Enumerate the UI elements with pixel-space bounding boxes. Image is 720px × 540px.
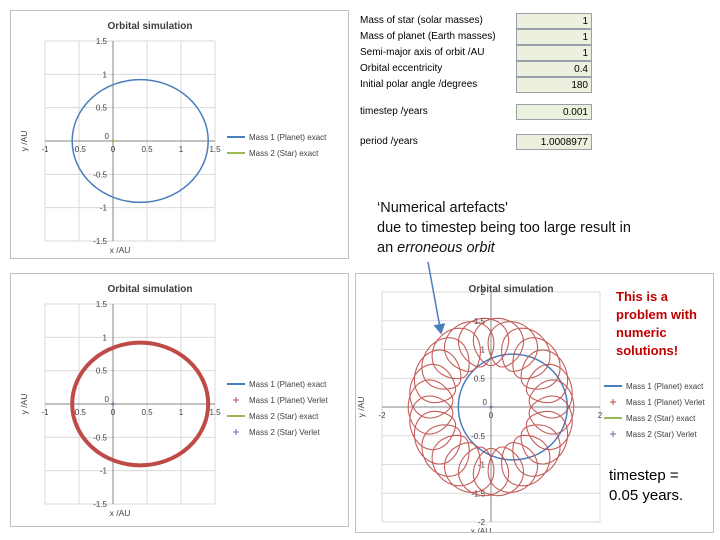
y-tick-label: -0.5 — [471, 432, 485, 441]
x-tick-label: -1 — [41, 145, 49, 154]
period-label: period /years — [360, 136, 418, 147]
y-tick-label: -2 — [478, 518, 486, 527]
annotation-line-3: an erroneous orbit — [377, 238, 687, 258]
x-tick-label: 1.5 — [209, 145, 221, 154]
y-tick-label: -1.5 — [471, 489, 485, 498]
y-tick-label: 0 — [483, 398, 488, 407]
y-tick-label: 1.5 — [96, 37, 108, 46]
y-tick-label: 2 — [481, 288, 486, 297]
x-tick-label: 0.5 — [141, 145, 153, 154]
x-tick-label: -1 — [41, 408, 49, 417]
chart-verlet-small-timestep: -1 -0.5 0 0.5 1 1.5 1.5 1 0.5 0 -0.5 -1 -1.5 Orbital … — [10, 273, 349, 527]
y-axis-label: y /AU — [356, 397, 366, 418]
param-label-semi-major-axis: Semi-major axis of orbit /AU — [360, 47, 485, 58]
timestep-label: timestep /years — [360, 106, 428, 117]
y-tick-label: -1 — [100, 467, 108, 476]
chart-exact-orbit: -1 -0.5 0 0.5 1 1.5 1.5 1 0.5 0 -0.5 -1 -1.5 Orbital … — [10, 10, 349, 259]
y-tick-label: -1 — [478, 461, 486, 470]
y-tick-label: 1.5 — [96, 300, 108, 309]
x-tick-label: 0 — [111, 408, 116, 417]
param-label-polar-angle: Initial polar angle /degrees — [360, 79, 478, 90]
chart-verlet-small-timestep-svg: -1 -0.5 0 0.5 1 1.5 1.5 1 0.5 0 -0.5 -1 -1.5 Orbital … — [19, 284, 328, 518]
timestep-value[interactable]: 0.001 — [516, 104, 592, 120]
param-value-planet-mass[interactable]: 1 — [516, 29, 592, 45]
series-planet-verlet — [70, 340, 211, 468]
y-tick-label: -0.5 — [93, 433, 107, 442]
legend-label: Mass 2 (Star) exact — [249, 149, 319, 158]
x-tick-label: -0.5 — [72, 145, 86, 154]
annotation-line-2: due to timestep being too large result i… — [377, 220, 631, 236]
annotation-line-1: ‘Numerical artefacts' — [377, 200, 508, 216]
param-label-planet-mass: Mass of planet (Earth masses) — [360, 31, 496, 42]
legend-swatch — [233, 397, 239, 403]
x-tick-label: 1 — [179, 408, 184, 417]
y-tick-label: 1 — [481, 346, 486, 355]
y-tick-label: -1 — [100, 204, 108, 213]
x-tick-label: 0 — [489, 411, 494, 420]
param-value-eccentricity[interactable]: 0.4 — [516, 61, 592, 77]
param-label-eccentricity: Orbital eccentricity — [360, 63, 443, 74]
series-star-verlet-point — [110, 401, 116, 407]
legend-label: Mass 1 (Planet) exact — [249, 133, 327, 142]
param-label-star-mass: Mass of star (solar masses) — [360, 15, 483, 26]
y-tick-label: -1.5 — [93, 500, 107, 509]
y-axis-label: y /AU — [19, 131, 29, 152]
y-tick-label: 0 — [105, 395, 110, 404]
x-axis-label: x /AU — [110, 245, 131, 255]
legend-label: Mass 2 (Star) Verlet — [249, 428, 320, 437]
series-star-verlet-point — [488, 404, 494, 410]
chart-title: Orbital simulation — [468, 284, 553, 295]
series-star-exact-point — [111, 139, 115, 143]
x-axis-label: x /AU — [471, 526, 492, 532]
param-value-star-mass[interactable]: 1 — [516, 13, 592, 29]
y-tick-label: 0.5 — [474, 374, 486, 383]
x-tick-label: 2 — [598, 411, 603, 420]
legend-label: Mass 1 (Planet) Verlet — [626, 398, 705, 407]
y-tick-label: 1.5 — [474, 317, 486, 326]
series-planet-exact — [71, 78, 209, 204]
y-tick-label: 0.5 — [96, 104, 108, 113]
chart-exact-orbit-svg: -1 -0.5 0 0.5 1 1.5 1.5 1 0.5 0 -0.5 -1 -1.5 Orbital … — [19, 21, 327, 255]
numerical-artefacts-annotation: ‘Numerical artefacts' due to timestep be… — [377, 198, 687, 258]
legend-swatch — [610, 399, 616, 405]
y-tick-label: 0 — [105, 132, 110, 141]
chart-verlet-large-timestep-svg: -2 0 2 2 1.5 1 0.5 0 -0.5 -1 -1.5 -2 Orbital simulat… — [356, 284, 705, 532]
legend-label: Mass 1 (Planet) Verlet — [249, 396, 328, 405]
x-tick-label: 0.5 — [141, 408, 153, 417]
problem-note: This is a problem with numeric solutions… — [616, 289, 697, 358]
series-planet-verlet — [407, 317, 575, 497]
y-tick-label: 1 — [103, 70, 108, 79]
chart-title: Orbital simulation — [107, 284, 192, 295]
legend-label: Mass 2 (Star) exact — [249, 412, 319, 421]
x-axis-label: x /AU — [110, 508, 131, 518]
y-tick-label: 1 — [103, 333, 108, 342]
legend-label: Mass 2 (Star) exact — [626, 414, 696, 423]
x-tick-label: -2 — [378, 411, 386, 420]
legend-swatch — [233, 429, 239, 435]
chart-verlet-large-timestep: -2 0 2 2 1.5 1 0.5 0 -0.5 -1 -1.5 -2 Orbital simulat… — [355, 273, 714, 533]
y-tick-label: -1.5 — [93, 237, 107, 246]
legend-swatch — [610, 431, 616, 437]
x-tick-label: 1 — [179, 145, 184, 154]
x-tick-label: 0 — [111, 145, 116, 154]
y-tick-label: -0.5 — [93, 170, 107, 179]
period-value[interactable]: 1.0008977 — [516, 134, 592, 150]
parameter-table: Mass of star (solar masses) Mass of plan… — [358, 12, 594, 152]
legend-label: Mass 1 (Planet) exact — [626, 382, 704, 391]
annotation-line-3-emphasis: erroneous orbit — [397, 240, 495, 256]
y-axis-label: y /AU — [19, 394, 29, 415]
y-tick-label: 0.5 — [96, 367, 108, 376]
series-planet-exact — [457, 353, 569, 461]
x-tick-label: -0.5 — [72, 408, 86, 417]
param-value-polar-angle[interactable]: 180 — [516, 77, 592, 93]
param-value-semi-major-axis[interactable]: 1 — [516, 45, 592, 61]
chart-title: Orbital simulation — [107, 21, 192, 32]
legend-label: Mass 2 (Star) Verlet — [626, 430, 697, 439]
timestep-note: timestep = 0.05 years. — [609, 467, 684, 504]
legend-label: Mass 1 (Planet) exact — [249, 380, 327, 389]
annotation-line-3-prefix: an — [377, 240, 398, 256]
x-tick-label: 1.5 — [209, 408, 221, 417]
